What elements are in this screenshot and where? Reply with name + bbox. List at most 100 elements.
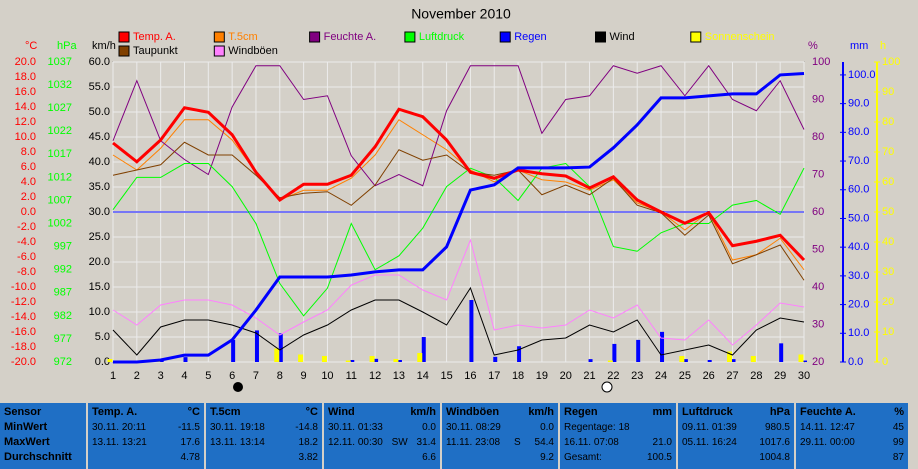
y-tick-label: 1022	[48, 125, 72, 137]
y-tick-label: 2.0	[21, 191, 36, 203]
legend-label: Wind	[610, 31, 635, 43]
cell-text: T.5cm	[210, 406, 241, 418]
table-cell: Sensor	[4, 405, 82, 420]
table-cell: 14.11. 12:47 45	[800, 420, 904, 435]
cell-text: 980.5	[764, 422, 790, 433]
bar	[321, 356, 327, 362]
table-cell: Feuchte A.%	[800, 405, 904, 420]
bar	[421, 337, 426, 362]
bar	[612, 343, 617, 362]
x-tick-label: 13	[393, 370, 405, 382]
table-cell: Luftdruck hPa	[682, 405, 790, 420]
cell-text: 13.11. 13:14	[210, 437, 265, 448]
moon-full	[233, 382, 243, 392]
bar	[679, 356, 685, 362]
y-tick-label: 30	[882, 266, 894, 278]
table-cell: 87	[800, 450, 904, 465]
table-cell: 16.11. 07:08 21.0	[564, 435, 672, 450]
cell-text: Sensor	[4, 406, 42, 418]
table-column: Temp. A. °C 30.11. 20:11 -11.5 13.11. 13:21 1…	[88, 403, 204, 469]
legend-swatch	[213, 45, 225, 57]
cell-text: 100.5	[646, 452, 672, 463]
axis-label: mm	[850, 40, 868, 52]
y-tick-label: 50.0	[848, 212, 869, 224]
bar	[731, 359, 736, 362]
table-cell: 09.11. 01:39 980.5	[682, 420, 790, 435]
cell-text: Regentage: 18	[564, 422, 630, 433]
legend-swatch	[213, 31, 225, 43]
cell-text: %	[894, 406, 904, 418]
cell-text: mm	[652, 406, 672, 418]
table-cell: Regen mm	[564, 405, 672, 420]
bar	[397, 359, 402, 362]
y-tick-label: 100.0	[848, 69, 876, 81]
y-tick-label: 1032	[48, 79, 72, 91]
series-line	[112, 238, 805, 346]
y-tick-label: 1012	[48, 171, 72, 183]
cell-text: Gesamt:	[564, 452, 602, 463]
stats-table: Sensor MinWert MaxWert Durchschnitt Temp. A.…	[0, 403, 918, 469]
bar	[779, 343, 784, 362]
axis-label: hPa	[57, 40, 77, 52]
table-cell: 30.11. 20:11 -11.5	[92, 420, 200, 435]
y-tick-label: 40.0	[89, 156, 110, 168]
y-tick-label: 40	[812, 281, 824, 293]
y-tick-label: -8.0	[17, 266, 36, 278]
y-tick-label: -6.0	[17, 251, 36, 263]
x-tick-label: 26	[703, 370, 715, 382]
cell-text: hPa	[769, 406, 790, 418]
y-tick-label: 10	[882, 326, 894, 338]
legend-label: T.5cm	[228, 31, 257, 43]
cell-text: 05.11. 16:24	[682, 437, 737, 448]
x-tick-label: 2	[134, 370, 140, 382]
legend-label: Windböen	[228, 45, 278, 57]
bar	[274, 348, 280, 362]
y-tick-label: 997	[54, 241, 72, 253]
y-tick-label: 10.0	[848, 327, 869, 339]
table-column: Sensor MinWert MaxWert Durchschnitt	[0, 403, 86, 469]
table-cell: Gesamt: 100.5	[564, 450, 672, 465]
cell-text: km/h	[528, 406, 554, 418]
x-tick-label: 4	[181, 370, 187, 382]
cell-text: 14.11. 12:47	[800, 422, 855, 433]
y-tick-label: 4.0	[21, 176, 36, 188]
cell-text: Durchschnitt	[4, 451, 72, 463]
table-cell: MaxWert	[4, 435, 82, 450]
y-tick-label: -16.0	[11, 326, 36, 338]
cell-text: S	[513, 437, 521, 448]
x-tick-label: 23	[631, 370, 643, 382]
y-tick-label: 1037	[48, 56, 72, 68]
x-tick-label: 20	[560, 370, 572, 382]
cell-text: 11.11. 23:08	[446, 437, 501, 448]
cell-text: 29.11. 00:00	[800, 437, 855, 448]
cell-text: SW	[391, 437, 408, 448]
table-cell: Temp. A. °C	[92, 405, 200, 420]
cell-text: 17.6	[180, 437, 200, 448]
table-cell: T.5cm °C	[210, 405, 318, 420]
y-tick-label: 55.0	[89, 81, 110, 93]
y-tick-label: 10.0	[15, 131, 36, 143]
table-column: Regen mm Regentage: 18 16.11. 07:08 21.0 Gesa…	[560, 403, 676, 469]
x-tick-label: 29	[774, 370, 786, 382]
y-tick-label: 20	[882, 296, 894, 308]
table-cell: 11.11. 23:08 S 54.4	[446, 435, 554, 450]
table-cell: 6.6	[328, 450, 436, 465]
y-tick-label: 972	[54, 356, 72, 368]
bar	[469, 299, 474, 362]
x-tick-label: 12	[369, 370, 381, 382]
y-tick-label: 50.0	[89, 106, 110, 118]
cell-text: 9.2	[540, 452, 554, 463]
y-tick-label: 12.0	[15, 116, 36, 128]
legend-swatch	[690, 31, 702, 43]
cell-text: °C	[305, 406, 318, 418]
x-tick-label: 30	[798, 370, 810, 382]
axis-label: °C	[25, 40, 37, 52]
bar	[393, 359, 399, 362]
legend-label: Luftdruck	[419, 31, 465, 43]
table-cell: 12.11. 00:30 SW 31.4	[328, 435, 436, 450]
chart-title: November 2010	[411, 6, 511, 22]
cell-text: 18.2	[298, 437, 318, 448]
x-tick-label: 10	[321, 370, 333, 382]
x-tick-label: 1	[110, 370, 116, 382]
x-tick-label: 15	[440, 370, 452, 382]
